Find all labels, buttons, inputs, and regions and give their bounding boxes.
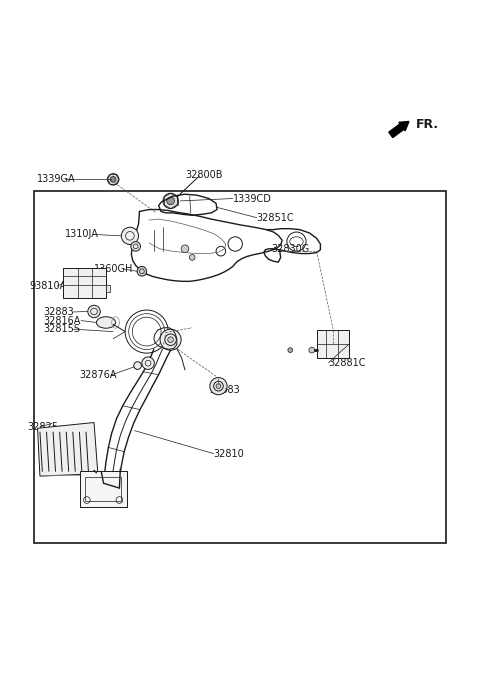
Circle shape (181, 245, 189, 253)
Text: 32830G: 32830G (271, 244, 309, 254)
Text: 32883: 32883 (44, 307, 74, 317)
Circle shape (216, 384, 221, 389)
Text: 32883: 32883 (209, 385, 240, 395)
Text: 32881C: 32881C (328, 358, 366, 368)
Text: 1339CD: 1339CD (233, 194, 272, 203)
Text: FR.: FR. (416, 118, 439, 131)
Circle shape (134, 362, 142, 369)
Text: 32810: 32810 (214, 449, 244, 459)
Polygon shape (37, 422, 98, 476)
Circle shape (121, 227, 139, 245)
Bar (106, 285, 110, 292)
Circle shape (137, 267, 147, 276)
Ellipse shape (96, 317, 116, 328)
Bar (80, 471, 127, 507)
Text: 93810A: 93810A (29, 281, 67, 291)
Text: 32815S: 32815S (44, 325, 81, 334)
Text: 32816A: 32816A (44, 316, 81, 326)
Text: 1310JA: 1310JA (65, 229, 99, 239)
Circle shape (189, 254, 195, 260)
Text: 1360GH: 1360GH (94, 264, 133, 274)
Circle shape (167, 197, 174, 205)
Circle shape (168, 337, 173, 342)
Bar (317, 330, 349, 358)
Circle shape (108, 174, 119, 185)
Circle shape (88, 305, 100, 318)
Circle shape (210, 378, 227, 395)
Circle shape (142, 357, 155, 369)
Text: 1339GA: 1339GA (36, 174, 75, 185)
Bar (34, 192, 446, 543)
Circle shape (160, 329, 181, 350)
Text: 32851C: 32851C (257, 213, 294, 223)
Circle shape (309, 347, 315, 353)
FancyArrow shape (389, 121, 409, 138)
Circle shape (131, 242, 141, 251)
Bar (85, 477, 121, 502)
Text: 32800B: 32800B (185, 169, 222, 180)
Text: 32825: 32825 (27, 422, 58, 432)
Circle shape (288, 348, 293, 353)
Circle shape (110, 176, 116, 183)
Bar (63, 269, 106, 298)
Circle shape (163, 193, 178, 209)
Text: 32876A: 32876A (80, 370, 117, 380)
